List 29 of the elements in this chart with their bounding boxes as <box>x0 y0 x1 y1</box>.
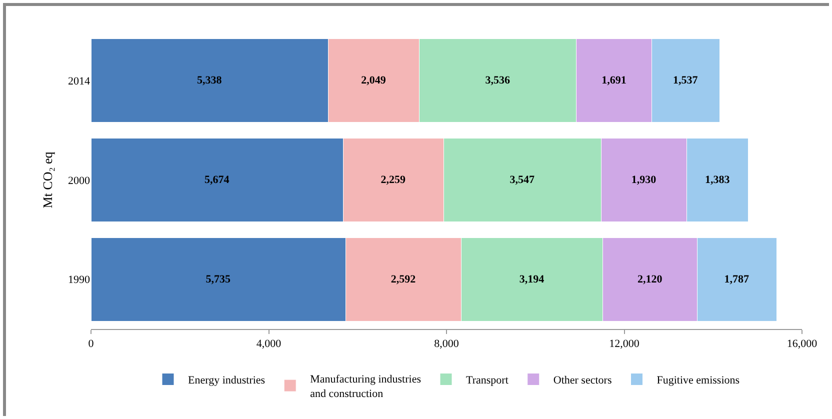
x-tick-label: 4,000 <box>256 338 282 350</box>
x-tick-label: 0 <box>88 338 94 350</box>
data-label: 1,691 <box>602 74 626 87</box>
data-label: 5,674 <box>204 174 230 186</box>
y-tick-label: 1990 <box>68 274 90 286</box>
data-label: 2,049 <box>361 74 386 87</box>
data-label: 3,547 <box>510 174 535 186</box>
data-label: 5,338 <box>196 74 222 87</box>
legend-label: Other sectors <box>553 374 612 387</box>
x-tick-label: 12,000 <box>609 338 640 350</box>
data-label: 1,383 <box>705 174 730 186</box>
data-label: 1,537 <box>673 74 698 87</box>
x-tick-label: 8,000 <box>434 338 460 350</box>
data-label: 2,259 <box>380 174 406 186</box>
legend-label: Energy industries <box>188 374 266 387</box>
legend-label: Transport <box>466 374 508 387</box>
data-label: 2,120 <box>637 273 663 286</box>
data-label: 2,592 <box>390 273 416 286</box>
legend-label: Fugitive emissions <box>656 374 740 387</box>
data-label: 3,536 <box>485 74 510 87</box>
legend-label: Manufacturing industries and construction <box>310 374 421 400</box>
y-axis-title: Mt CO₂ eq <box>40 151 55 208</box>
y-tick-label: 2000 <box>68 174 90 187</box>
data-label: 3,194 <box>519 273 545 286</box>
data-label: 1,930 <box>631 174 657 186</box>
data-label: 5,735 <box>206 273 232 286</box>
data-label: 1,787 <box>724 273 750 286</box>
y-tick-label: 2014 <box>68 76 90 88</box>
x-tick-label: 16,000 <box>786 338 818 350</box>
